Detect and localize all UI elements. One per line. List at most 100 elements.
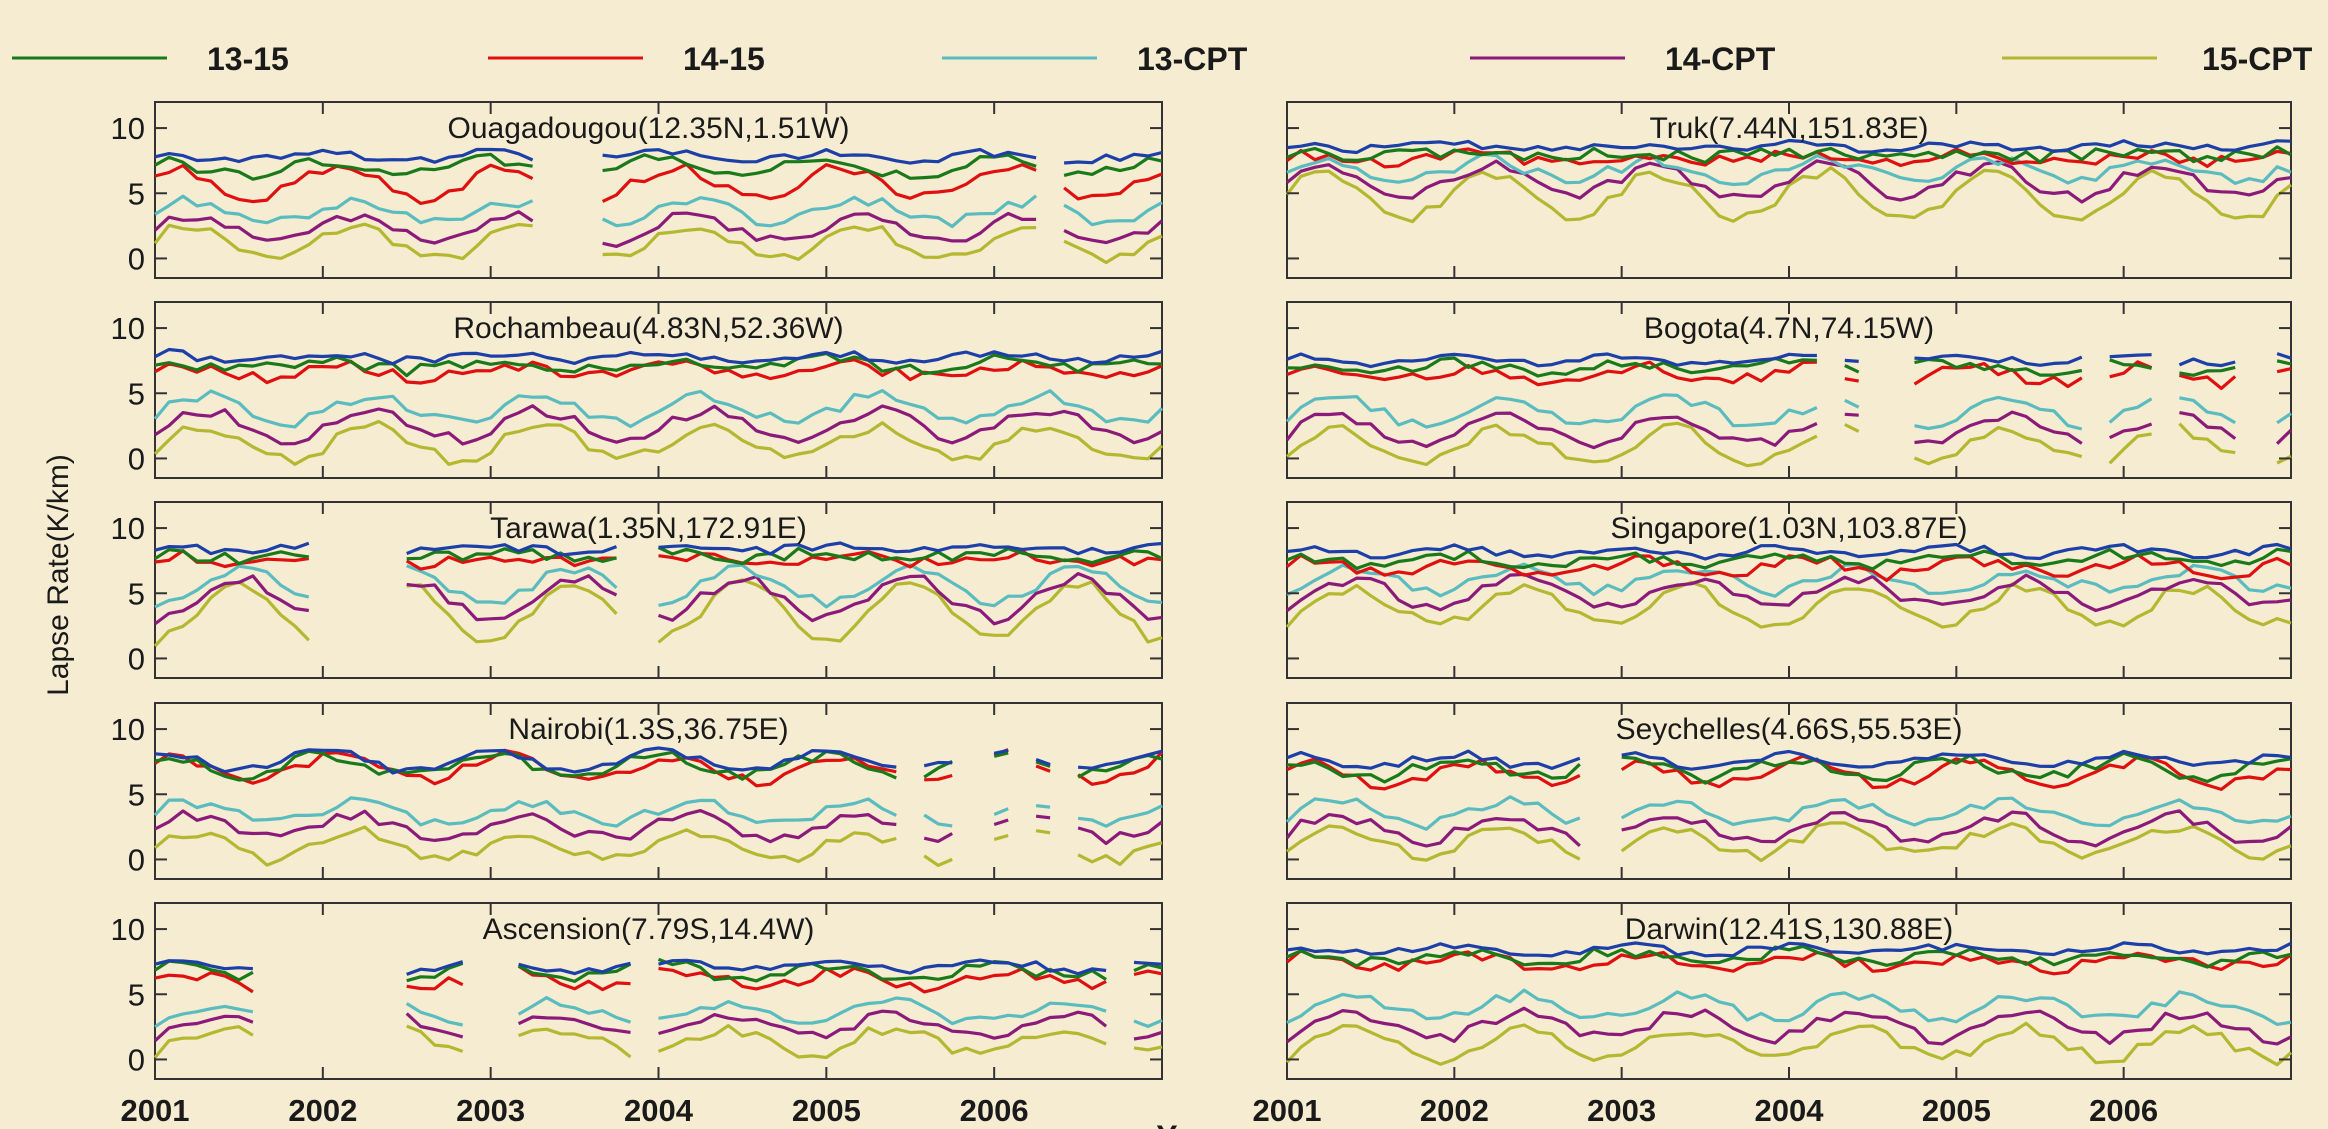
panel-9: 2001 2002 2003 2004 2005 2006 Darwin(12.41S,13… xyxy=(1253,902,2293,1128)
y-tick-label: 10 xyxy=(111,311,145,346)
series-line-15-CPT xyxy=(1285,580,2292,629)
series-line-top xyxy=(154,958,1163,976)
x-axis-label: Year xyxy=(1156,1119,1224,1129)
y-tick-label: 0 xyxy=(128,641,145,676)
y-tick-label: 0 xyxy=(128,441,145,476)
panel-title: Seychelles(4.66S,55.53E) xyxy=(1616,713,1963,746)
panel-title: Tarawa(1.35N,172.91E) xyxy=(490,512,807,545)
series-line-15-CPT xyxy=(1285,166,2292,224)
panel-2: 0 5 10 Rochambeau(4.83N,52.36W) xyxy=(111,301,1164,479)
y-tick-label: 0 xyxy=(128,842,145,877)
y-tick-label: 5 xyxy=(128,576,145,611)
panel-title: Rochambeau(4.83N,52.36W) xyxy=(453,312,843,345)
series-line-14-CPT xyxy=(1286,1006,2292,1046)
panel-1: Truk(7.44N,151.83E) xyxy=(1285,101,2292,279)
series-line-14-CPT xyxy=(154,809,1163,846)
series-line-15-CPT xyxy=(153,825,1163,867)
panel-title: Ouagadougou(12.35N,1.51W) xyxy=(448,112,850,145)
panel-title: Nairobi(1.3S,36.75E) xyxy=(508,713,788,746)
series-line-top xyxy=(154,347,1163,366)
series-line-13-15 xyxy=(1286,751,2292,785)
y-tick-label: 5 xyxy=(128,176,145,211)
x-tick-label: 2006 xyxy=(2089,1093,2158,1128)
panel-5: Singapore(1.03N,103.87E) xyxy=(1285,501,2292,679)
panel-title: Bogota(4.7N,74.15W) xyxy=(1644,312,1934,345)
series-line-14-CPT xyxy=(1285,410,2293,450)
series-line-top xyxy=(1286,138,2292,155)
series-line-13-CPT xyxy=(1285,795,2292,831)
series-line-13-CPT xyxy=(154,194,1163,229)
x-tick-label: 2006 xyxy=(960,1093,1029,1128)
series-line-13-CPT xyxy=(1285,393,2292,431)
legend-label-14-CPT: 14-CPT xyxy=(1665,41,1776,77)
panels: 0 5 10 Ouagadougou(12.35N,1.51W) Truk(7.44N,… xyxy=(111,101,2293,1128)
x-tick-label: 2003 xyxy=(1587,1093,1656,1128)
y-tick-label: 0 xyxy=(128,1042,145,1077)
series-line-13-15 xyxy=(154,749,1163,782)
y-tick-label: 10 xyxy=(111,511,145,546)
panel-8: 0 5 10 2001 2002 2003 2004 2005 2006 Ascension(7.… xyxy=(111,902,1163,1128)
x-tick-label: 2005 xyxy=(1922,1093,1991,1128)
series-line-14-CPT xyxy=(154,404,1163,446)
x-tick-label: 2005 xyxy=(792,1093,861,1128)
series-line-top xyxy=(1286,941,2292,958)
series-line-15-CPT xyxy=(153,1023,1163,1060)
series-line-15-CPT xyxy=(153,222,1163,265)
series-line-13-CPT xyxy=(1286,988,2292,1026)
series-line-13-CPT xyxy=(1286,152,2292,187)
y-tick-label: 10 xyxy=(111,912,145,947)
series-line-13-15 xyxy=(1286,547,2292,571)
panel-7: Seychelles(4.66S,55.53E) xyxy=(1285,702,2292,880)
x-tick-label: 2002 xyxy=(288,1093,357,1128)
series-line-14-CPT xyxy=(1285,159,2292,204)
series-line-14-15 xyxy=(1285,949,2292,976)
series-line-13-15 xyxy=(1286,944,2292,969)
series-line-13-15 xyxy=(1286,356,2292,378)
series-line-15-CPT xyxy=(1286,821,2292,863)
series-line-13-CPT xyxy=(153,389,1164,429)
series-line-13-15 xyxy=(154,152,1163,181)
y-tick-label: 10 xyxy=(111,111,145,146)
series-line-14-CPT xyxy=(153,1009,1163,1042)
x-tick-label: 2001 xyxy=(1253,1093,1322,1128)
series-line-15-CPT xyxy=(1286,421,2292,468)
panel-4: 0 5 10 Tarawa(1.35N,172.91E) xyxy=(111,501,1163,679)
panel-3: Bogota(4.7N,74.15W) xyxy=(1285,301,2293,479)
panel-title: Singapore(1.03N,103.87E) xyxy=(1611,512,1968,545)
y-tick-label: 5 xyxy=(128,977,145,1012)
panel-frame xyxy=(154,101,1163,279)
series-line-15-CPT xyxy=(153,419,1164,466)
series-line-13-CPT xyxy=(154,996,1163,1029)
series-line-15-CPT xyxy=(1285,1021,2293,1067)
x-tick-label: 2001 xyxy=(121,1093,190,1128)
panel-title: Darwin(12.41S,130.88E) xyxy=(1625,913,1954,946)
y-axis-label: Lapse Rate(K/km) xyxy=(42,454,75,696)
series-line-top xyxy=(1286,352,2292,369)
y-tick-label: 5 xyxy=(128,376,145,411)
series-line-13-15 xyxy=(154,957,1163,983)
series-line-14-15 xyxy=(1285,553,2292,583)
x-tick-label: 2003 xyxy=(456,1093,525,1128)
series-line-top xyxy=(154,746,1163,775)
series-line-14-15 xyxy=(1286,360,2292,390)
series-line-top xyxy=(154,541,1163,557)
series-line-14-15 xyxy=(154,358,1163,385)
x-tick-label: 2004 xyxy=(1755,1093,1825,1128)
x-tick-label: 2004 xyxy=(624,1093,694,1128)
series-line-14-CPT xyxy=(1286,572,2292,613)
series-line-13-CPT xyxy=(1286,562,2292,598)
panel-frame xyxy=(154,702,1163,880)
series-line-14-CPT xyxy=(153,210,1164,248)
y-tick-label: 0 xyxy=(128,241,145,276)
legend-label-14-15: 14-15 xyxy=(683,41,765,77)
panel-6: 0 5 10 Nairobi(1.3S,36.75E) xyxy=(111,702,1164,880)
legend: 13-15 14-15 13-CPT 14-CPT 15-CPT xyxy=(12,41,2313,77)
series-line-top xyxy=(1286,542,2292,561)
series-line-14-CPT xyxy=(1285,809,2292,848)
panel-title: Ascension(7.79S,14.4W) xyxy=(483,913,815,946)
x-tick-label: 2002 xyxy=(1420,1093,1489,1128)
series-line-13-15 xyxy=(1286,145,2292,165)
legend-label-13-CPT: 13-CPT xyxy=(1137,41,1248,77)
series-line-top xyxy=(154,147,1163,165)
